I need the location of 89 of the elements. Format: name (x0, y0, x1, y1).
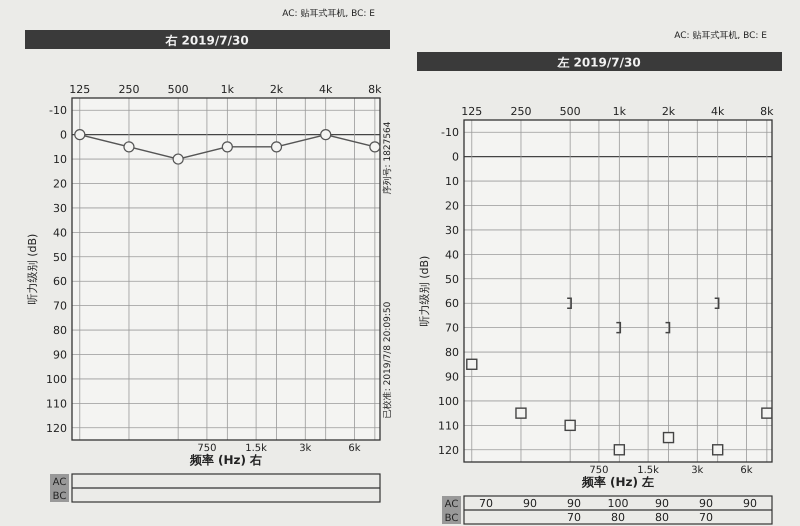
text: 90 (743, 497, 757, 510)
text: 100 (608, 497, 628, 510)
y-tick-label: 20 (445, 200, 459, 212)
point (320, 129, 332, 140)
y-axis-title: 听力级别 (dB) (26, 234, 39, 304)
point (466, 358, 478, 370)
text: 90 (567, 497, 581, 510)
text: 90 (523, 497, 537, 510)
y-tick-label: -10 (49, 104, 67, 118)
y-tick-label: 40 (53, 226, 67, 240)
y-tick-label: 120 (438, 444, 459, 457)
text: 750 (589, 465, 608, 476)
x-tick-label: 2k (270, 83, 284, 96)
point (564, 420, 576, 432)
y-tick-label: -10 (441, 126, 459, 140)
text: 70 (567, 511, 581, 524)
x-axis-title: 频率 (Hz) 左 (580, 475, 654, 489)
point (172, 153, 184, 165)
y-tick-label: 0 (452, 150, 459, 164)
text: 已校准: 2019/7/8 20:09:50 (382, 301, 393, 418)
y-tick-label: 90 (445, 370, 459, 384)
x-tick-label: 8k (760, 105, 774, 118)
text: 90 (699, 497, 713, 510)
y-tick-label: 20 (53, 178, 67, 190)
x-tick-label: 1k (612, 105, 627, 118)
text: 70 (699, 511, 713, 524)
y-axis-title: 听力级别 (dB) (418, 256, 431, 326)
x-tick-label: 250 (510, 105, 532, 118)
y-tick-label: 120 (46, 422, 67, 435)
y-tick-label: 100 (46, 372, 67, 386)
text: 90 (655, 497, 669, 510)
x-tick-label: 250 (118, 83, 140, 96)
text: 3k (299, 443, 312, 454)
point (662, 432, 674, 444)
x-tick-label: 4k (711, 105, 725, 118)
x-tick-label: 2k (662, 105, 676, 118)
text: 序列号: 1827564 (382, 121, 393, 194)
chart-subtitle: AC: 贴耳式耳机, BC: E (674, 30, 768, 41)
y-tick-label: 10 (445, 175, 459, 188)
x-tick-label: 1k (220, 83, 235, 96)
text: AC (444, 499, 458, 510)
text: 6k (740, 465, 753, 476)
x-tick-label: 125 (461, 105, 482, 118)
y-tick-label: 30 (53, 202, 67, 215)
text: 80 (611, 511, 625, 524)
y-tick-label: 100 (438, 394, 459, 408)
x-tick-label: 8k (368, 83, 382, 96)
text: 80 (655, 511, 669, 524)
point (369, 141, 380, 152)
y-tick-label: 80 (445, 346, 459, 360)
text: 750 (197, 443, 216, 454)
text: AC (52, 477, 66, 488)
y-tick-label: 50 (53, 250, 67, 264)
y-tick-label: 60 (53, 275, 67, 288)
chart-title: 左 2019/7/30 (556, 56, 641, 70)
text: 1.5k (245, 443, 268, 454)
text: 70 (479, 497, 493, 510)
point (123, 141, 135, 152)
text: 3k (691, 465, 704, 476)
point (515, 407, 527, 419)
y-tick-label: 70 (53, 300, 67, 313)
y-tick-label: 0 (60, 128, 67, 142)
x-axis-title: 频率 (Hz) 右 (188, 453, 262, 467)
text: 1.5k (637, 465, 660, 476)
text: 6k (348, 443, 361, 454)
y-tick-label: 10 (53, 153, 67, 166)
y-tick-label: 90 (53, 348, 67, 362)
chart-title: 右 2019/7/30 (164, 34, 249, 48)
y-tick-label: 110 (438, 419, 459, 432)
y-tick-label: 110 (46, 397, 67, 410)
y-tick-label: 70 (445, 322, 459, 335)
point (222, 141, 233, 152)
x-tick-label: 125 (69, 83, 90, 96)
y-tick-label: 80 (53, 324, 67, 338)
y-tick-label: 50 (445, 272, 459, 286)
x-tick-label: 500 (168, 83, 189, 96)
point (761, 407, 773, 419)
x-tick-label: 4k (319, 83, 333, 96)
y-tick-label: 30 (445, 224, 459, 237)
point (74, 129, 86, 140)
text: BC (52, 491, 66, 502)
point (614, 444, 626, 456)
y-tick-label: 40 (445, 248, 459, 262)
x-tick-label: 500 (560, 105, 581, 118)
text: BC (444, 513, 458, 524)
y-tick-label: 60 (445, 297, 459, 310)
point (712, 444, 724, 456)
chart-subtitle: AC: 贴耳式耳机, BC: E (282, 8, 376, 19)
point (270, 141, 282, 152)
